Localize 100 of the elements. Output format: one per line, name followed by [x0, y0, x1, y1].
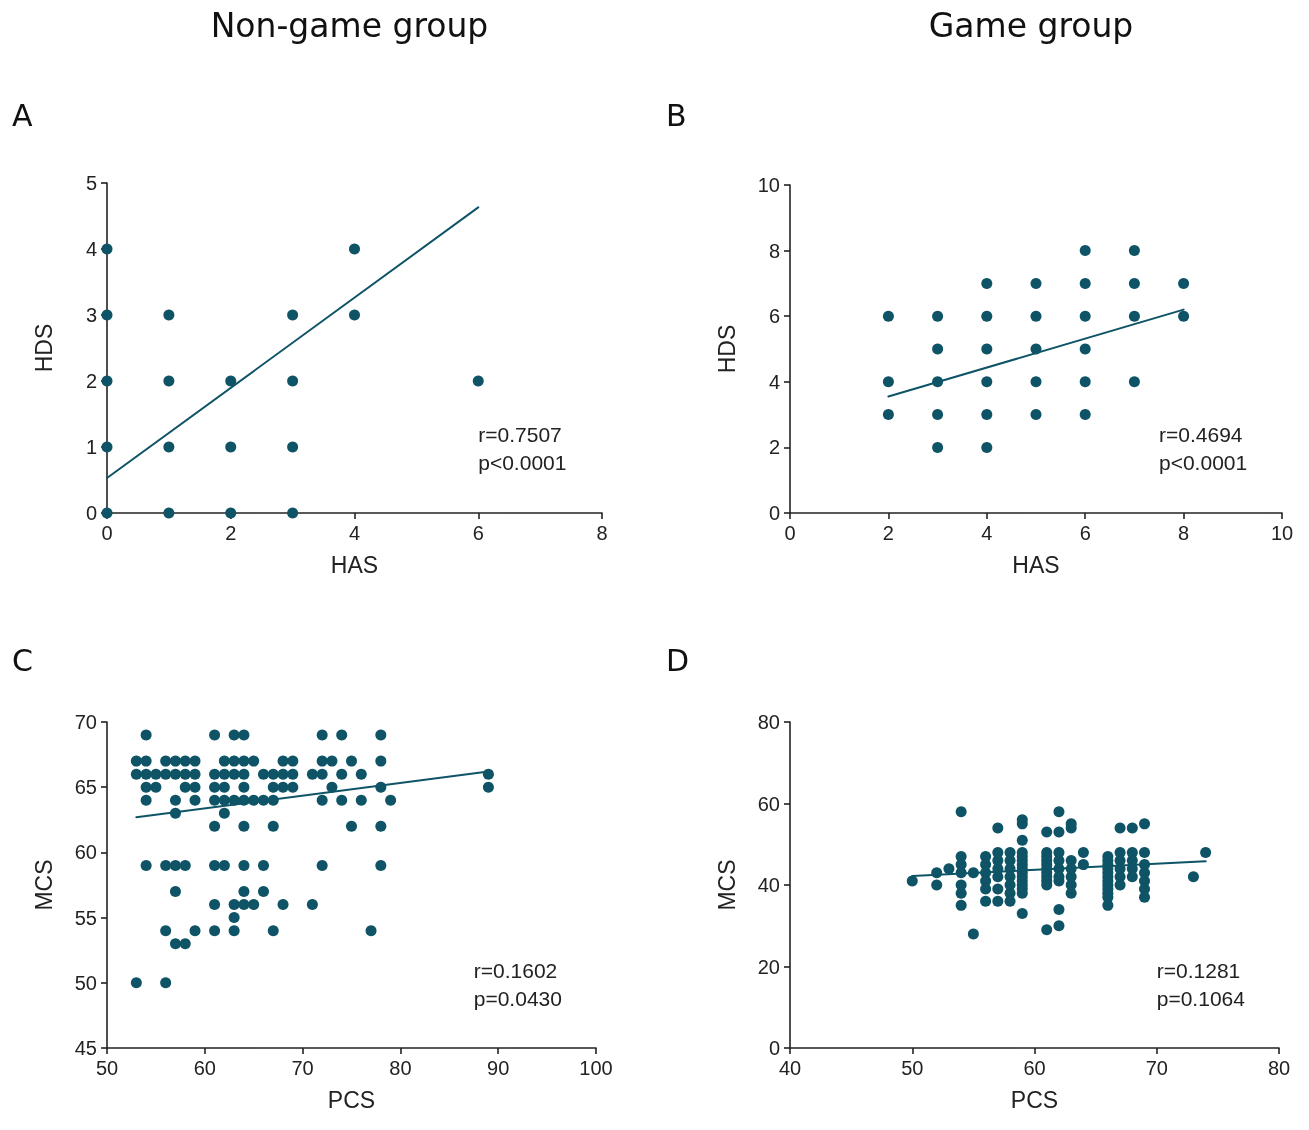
- y-tick-label: 80: [757, 711, 780, 733]
- x-tick-label: 80: [1267, 1057, 1291, 1079]
- point: [882, 409, 894, 421]
- point: [349, 309, 360, 321]
- point: [101, 309, 113, 321]
- x-tick-label: 2: [225, 522, 237, 544]
- chart-title: Non-game group: [210, 6, 489, 45]
- y-tick-label: 70: [74, 711, 97, 733]
- y-tick-label: 6: [768, 305, 780, 328]
- point: [163, 507, 175, 519]
- point: [472, 375, 484, 387]
- annotation: p<0.0001: [478, 450, 567, 474]
- point: [1030, 409, 1042, 421]
- annotation: r=0.1281: [1156, 958, 1241, 982]
- point: [981, 376, 993, 388]
- chart-subtitle: B: [666, 97, 687, 133]
- chart-subtitle: A: [12, 97, 33, 133]
- point: [1030, 310, 1042, 322]
- y-tick-label: 40: [757, 874, 780, 896]
- y-tick-label: 0: [768, 502, 780, 524]
- point: [932, 409, 944, 421]
- y-tick-label: 4: [85, 238, 97, 260]
- x-tick-label: 4: [981, 522, 993, 544]
- point: [163, 375, 175, 387]
- point: [1128, 376, 1140, 388]
- y-tick-label: 0: [768, 1037, 780, 1059]
- x-tick-label: 10: [1270, 522, 1294, 544]
- x-axis-title: HAS: [1012, 551, 1060, 578]
- y-tick-label: 2: [768, 436, 780, 459]
- chart-subtitle: D: [666, 642, 690, 678]
- point: [1178, 310, 1190, 322]
- y-tick-label: 55: [74, 906, 97, 929]
- x-tick-label: 0: [101, 522, 113, 544]
- point: [932, 343, 944, 355]
- y-tick-label: 10: [757, 174, 780, 196]
- y-tick-label: 50: [74, 971, 97, 994]
- point: [101, 243, 113, 255]
- point: [287, 507, 299, 519]
- point: [932, 376, 944, 388]
- point: [101, 375, 113, 387]
- point: [1178, 277, 1190, 289]
- x-tick-label: 6: [472, 522, 484, 544]
- annotation: p<0.0001: [1159, 451, 1248, 475]
- point: [225, 507, 237, 519]
- annotation: r=0.1602: [473, 958, 558, 982]
- y-tick-label: 0: [85, 502, 97, 524]
- annotation: r=0.7507: [478, 422, 562, 446]
- y-tick-label: 8: [768, 239, 780, 262]
- y-tick-label: 45: [74, 1037, 97, 1059]
- point: [981, 310, 993, 322]
- y-tick-label: 65: [74, 776, 97, 799]
- x-tick-label: 50: [901, 1057, 924, 1079]
- x-tick-label: 8: [1178, 522, 1190, 544]
- x-tick-label: 80: [389, 1057, 412, 1079]
- chart-subtitle: C: [12, 642, 33, 678]
- x-tick-label: 0: [784, 522, 796, 544]
- point: [1079, 409, 1091, 421]
- x-tick-label: 60: [1023, 1057, 1046, 1079]
- point: [287, 375, 299, 387]
- x-tick-label: 2: [882, 522, 894, 544]
- y-axis-title: HDS: [713, 324, 740, 374]
- point: [1079, 310, 1091, 322]
- point: [882, 376, 894, 388]
- point: [1079, 376, 1091, 388]
- point: [225, 375, 237, 387]
- x-tick-label: 100: [579, 1057, 613, 1079]
- x-tick-label: 70: [291, 1057, 314, 1079]
- y-axis-title: MCS: [30, 859, 57, 911]
- y-tick-label: 5: [85, 172, 97, 194]
- y-tick-label: 60: [74, 841, 97, 864]
- y-tick-label: 2: [85, 370, 97, 392]
- point: [1030, 376, 1042, 388]
- point: [1030, 343, 1042, 355]
- x-tick-label: 4: [348, 522, 361, 544]
- point: [932, 310, 944, 322]
- point: [1030, 277, 1042, 289]
- y-tick-label: 1: [85, 436, 97, 458]
- point: [287, 309, 299, 321]
- point: [981, 409, 993, 421]
- y-axis-title: HDS: [30, 323, 57, 373]
- chart-title: Game group: [928, 6, 1134, 45]
- point: [981, 343, 993, 355]
- point: [287, 441, 299, 453]
- point: [163, 441, 175, 453]
- point: [981, 441, 993, 453]
- x-axis-title: PCS: [327, 1086, 376, 1113]
- point: [1079, 277, 1091, 289]
- annotation: p=0.1064: [1156, 986, 1246, 1010]
- y-tick-label: 60: [757, 792, 780, 815]
- annotation: p=0.0430: [473, 986, 562, 1010]
- x-tick-label: 8: [596, 522, 608, 544]
- x-axis-title: HAS: [330, 551, 379, 578]
- point: [101, 441, 113, 453]
- point: [932, 441, 944, 453]
- point: [1079, 343, 1091, 355]
- point: [163, 309, 175, 321]
- annotation: r=0.4694: [1159, 423, 1243, 447]
- point: [1128, 310, 1140, 322]
- x-tick-label: 90: [487, 1057, 510, 1079]
- point: [882, 310, 894, 322]
